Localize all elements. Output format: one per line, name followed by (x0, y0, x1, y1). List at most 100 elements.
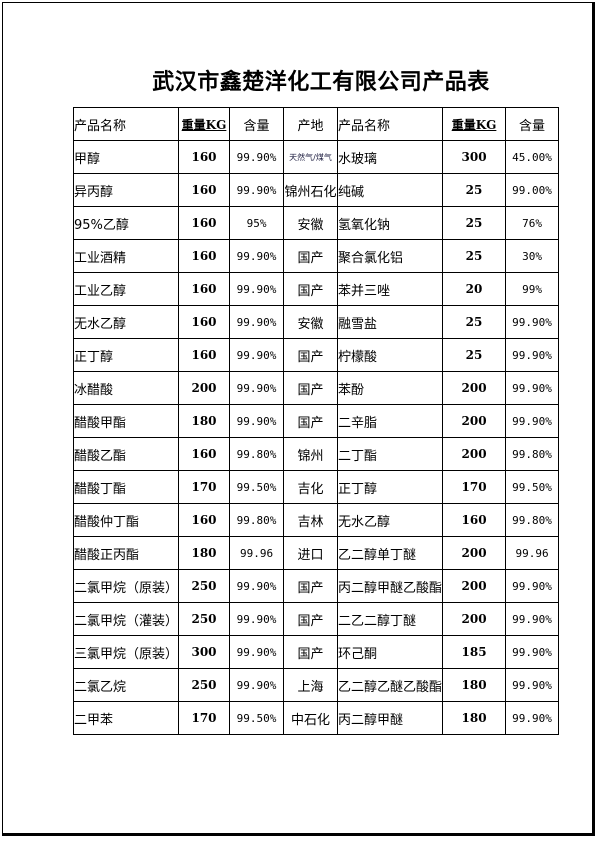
table-cell: 45.00% (505, 140, 560, 174)
table-cell: 乙二醇乙醚乙酸酯 (337, 668, 444, 702)
table-row: 95%乙醇 160 95% 安徽 氢氧化钠 25 76% (72, 206, 560, 240)
table-cell: 30% (505, 239, 560, 273)
table-cell: 99.90% (505, 338, 560, 372)
table-cell: 锦州石化 (283, 173, 339, 207)
table-cell: 纯碱 (337, 173, 444, 207)
table-cell: 25 (442, 305, 507, 339)
column-header: 含量 (229, 107, 285, 141)
table-row: 甲醇 160 99.90% 天然气/煤气 水玻璃 300 45.00% (72, 140, 560, 174)
table-cell: 99.90% (229, 635, 285, 669)
table-cell: 二丁酯 (337, 437, 444, 471)
table-cell: 200 (442, 569, 507, 603)
table-cell: 工业酒精 (72, 239, 180, 273)
table-cell: 76% (505, 206, 560, 240)
table-cell: 二氯甲烷（灌装） (72, 602, 180, 636)
table-cell: 95%乙醇 (72, 206, 180, 240)
table-cell: 99.90% (505, 635, 560, 669)
table-cell: 99.90% (229, 305, 285, 339)
table-cell: 99.50% (229, 701, 285, 735)
table-cell: 国产 (283, 635, 339, 669)
table-cell: 天然气/煤气 (283, 140, 339, 174)
table-cell: 99.50% (505, 470, 560, 504)
table-cell: 300 (442, 140, 507, 174)
table-cell: 250 (178, 602, 231, 636)
table-cell: 99.90% (505, 371, 560, 405)
table-cell: 醋酸正丙酯 (72, 536, 180, 570)
table-cell: 99.90% (229, 140, 285, 174)
table-cell: 95% (229, 206, 285, 240)
table-cell: 99.90% (229, 569, 285, 603)
table-cell: 99.90% (229, 338, 285, 372)
table-cell: 99.00% (505, 173, 560, 207)
table-cell: 二氯乙烷 (72, 668, 180, 702)
table-cell: 170 (442, 470, 507, 504)
table-cell: 200 (442, 371, 507, 405)
table-cell: 无水乙醇 (337, 503, 444, 537)
table-row: 二甲苯 170 99.50% 中石化 丙二醇甲醚 180 99.90% (72, 701, 560, 735)
table-cell: 99.90% (505, 404, 560, 438)
table-cell: 甲醇 (72, 140, 180, 174)
table-cell: 200 (178, 371, 231, 405)
table-cell: 99.80% (505, 503, 560, 537)
table-cell: 99.90% (229, 272, 285, 306)
table-cell: 醋酸甲酯 (72, 404, 180, 438)
table-cell: 99.96 (229, 536, 285, 570)
table-cell: 二乙二醇丁醚 (337, 602, 444, 636)
table-cell: 苯并三唑 (337, 272, 444, 306)
document-title: 武汉市鑫楚洋化工有限公司产品表 (152, 69, 490, 95)
table-cell: 99.90% (505, 569, 560, 603)
table-cell: 25 (442, 338, 507, 372)
table-cell: 99.80% (229, 437, 285, 471)
table-row: 工业酒精 160 99.90% 国产 聚合氯化铝 25 30% (72, 239, 560, 273)
table-cell: 三氯甲烷（原装） (72, 635, 180, 669)
table-cell: 国产 (283, 569, 339, 603)
table-cell: 国产 (283, 602, 339, 636)
table-cell: 99.50% (229, 470, 285, 504)
table-cell: 160 (178, 338, 231, 372)
table-cell: 99.96 (505, 536, 560, 570)
column-header: 产地 (283, 107, 339, 141)
table-cell: 200 (442, 437, 507, 471)
table-cell: 180 (178, 404, 231, 438)
table-cell: 环己酮 (337, 635, 444, 669)
table-cell: 200 (442, 602, 507, 636)
column-header: 重量KG (178, 107, 231, 141)
table-cell: 99.90% (229, 602, 285, 636)
table-cell: 安徽 (283, 305, 339, 339)
table-cell: 99.90% (229, 173, 285, 207)
table-cell: 180 (178, 536, 231, 570)
table-cell: 乙二醇单丁醚 (337, 536, 444, 570)
table-cell: 99.90% (229, 404, 285, 438)
table-cell: 160 (178, 305, 231, 339)
table-cell: 融雪盐 (337, 305, 444, 339)
header-row: 产品名称 重量KG 含量 产地 产品名称 重量KG 含量 (72, 107, 560, 141)
table-row: 醋酸丁酯 170 99.50% 吉化 正丁醇 170 99.50% (72, 470, 560, 504)
table-row: 二氯甲烷（灌装） 250 99.90% 国产 二乙二醇丁醚 200 99.90% (72, 602, 560, 636)
table-cell: 99.90% (505, 668, 560, 702)
table-cell: 170 (178, 701, 231, 735)
table-cell: 160 (178, 239, 231, 273)
table-cell: 250 (178, 569, 231, 603)
table-cell: 160 (442, 503, 507, 537)
table-cell: 20 (442, 272, 507, 306)
table-cell: 25 (442, 239, 507, 273)
table-cell: 正丁醇 (72, 338, 180, 372)
table-cell: 300 (178, 635, 231, 669)
table-cell: 国产 (283, 338, 339, 372)
table-row: 醋酸仲丁酯 160 99.80% 吉林 无水乙醇 160 99.80% (72, 503, 560, 537)
table-cell: 丙二醇甲醚乙酸酯 (337, 569, 444, 603)
table-cell: 吉林 (283, 503, 339, 537)
table-cell: 异丙醇 (72, 173, 180, 207)
table-cell: 180 (442, 668, 507, 702)
table-row: 二氯乙烷 250 99.90% 上海 乙二醇乙醚乙酸酯 180 99.90% (72, 668, 560, 702)
table-cell: 冰醋酸 (72, 371, 180, 405)
table-cell: 99.80% (229, 503, 285, 537)
table-cell: 250 (178, 668, 231, 702)
table-cell: 二甲苯 (72, 701, 180, 735)
table-cell: 99% (505, 272, 560, 306)
table-cell: 工业乙醇 (72, 272, 180, 306)
table-row: 二氯甲烷（原装） 250 99.90% 国产 丙二醇甲醚乙酸酯 200 99.90% (72, 569, 560, 603)
column-header: 产品名称 (337, 107, 444, 141)
table-row: 工业乙醇 160 99.90% 国产 苯并三唑 20 99% (72, 272, 560, 306)
table-row: 冰醋酸 200 99.90% 国产 苯酚 200 99.90% (72, 371, 560, 405)
